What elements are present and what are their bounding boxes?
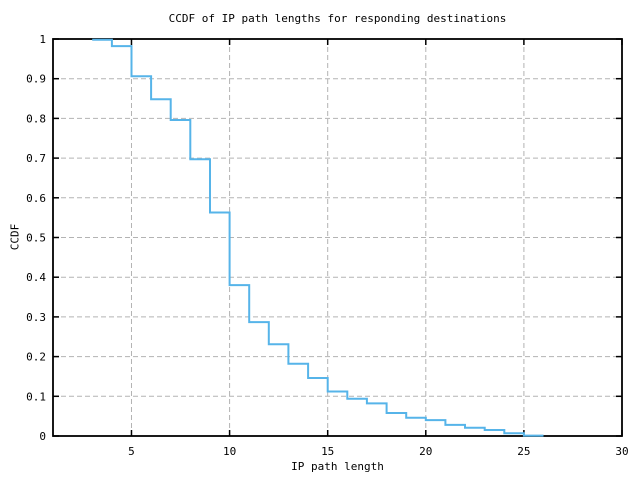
y-tick-label: 0.6: [26, 192, 46, 205]
tick-marks: [53, 38, 623, 437]
x-tick-label: 10: [223, 445, 236, 458]
chart-title: CCDF of IP path lengths for responding d…: [168, 12, 507, 25]
x-tick-label: 25: [517, 445, 530, 458]
y-tick-label: 0.2: [26, 351, 46, 364]
tick-labels: 5 10 15 20 25 30 0 0.1 0.2 0.3 0.4 0.5 0.6 0.7 0.8 0.9 1: [26, 33, 629, 458]
x-tick-label: 30: [615, 445, 628, 458]
y-tick-label: 0.1: [26, 390, 46, 403]
y-tick-label: 0.7: [26, 152, 46, 165]
x-axis-label: IP path length: [291, 460, 384, 473]
y-tick-label: 0.5: [26, 232, 46, 245]
y-tick-label: 0.9: [26, 73, 46, 86]
x-tick-label: 20: [419, 445, 432, 458]
y-tick-label: 0.4: [26, 271, 46, 284]
x-tick-label: 15: [321, 445, 334, 458]
y-tick-label: 0.8: [26, 112, 46, 125]
ccdf-curve: [92, 38, 544, 437]
grid-lines: [53, 39, 622, 436]
x-tick-label: 5: [128, 445, 135, 458]
y-tick-label: 1: [39, 33, 46, 46]
y-tick-label: 0.3: [26, 311, 46, 324]
y-tick-label: 0: [39, 430, 46, 443]
